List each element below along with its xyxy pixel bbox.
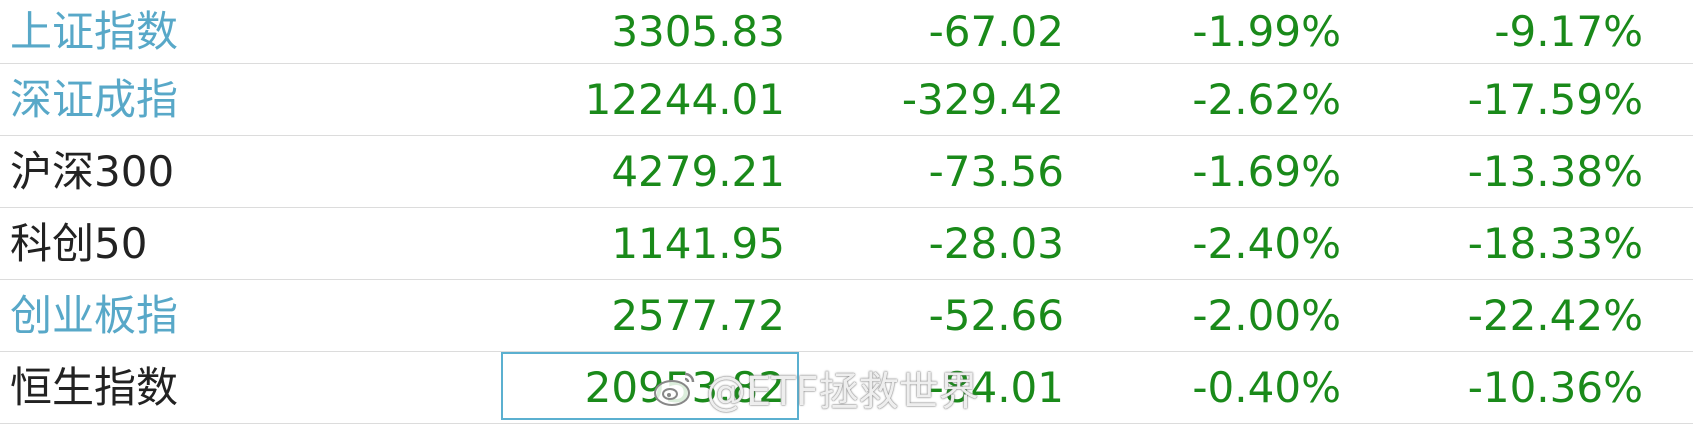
table-row[interactable]: 深证成指 12244.01 -329.42 -2.62% -17.59% xyxy=(0,64,1693,136)
table-row[interactable]: 恒生指数 20953.82 -84.01 -0.40% -10.36% xyxy=(0,352,1693,424)
index-change: -52.66 xyxy=(928,290,1064,340)
index-ytd-change: -18.33% xyxy=(1467,218,1643,268)
index-name: 恒生指数 xyxy=(10,362,179,412)
index-name-link[interactable]: 创业板指 xyxy=(10,290,179,340)
index-ytd-change: -9.17% xyxy=(1494,6,1643,56)
index-change-percent: -2.62% xyxy=(1192,74,1341,124)
index-ytd-change: -22.42% xyxy=(1467,290,1643,340)
index-ytd-change: -13.38% xyxy=(1467,146,1643,196)
index-price: 4279.21 xyxy=(611,146,785,196)
index-change: -84.01 xyxy=(928,362,1064,412)
index-change: -28.03 xyxy=(928,218,1064,268)
index-name-link[interactable]: 深证成指 xyxy=(10,74,179,124)
table-row[interactable]: 上证指数 3305.83 -67.02 -1.99% -9.17% xyxy=(0,0,1693,64)
table-row[interactable]: 科创50 1141.95 -28.03 -2.40% -18.33% xyxy=(0,208,1693,280)
index-ytd-change: -10.36% xyxy=(1467,362,1643,412)
index-price: 3305.83 xyxy=(611,6,785,56)
index-change-percent: -2.40% xyxy=(1192,218,1341,268)
index-change: -67.02 xyxy=(928,6,1064,56)
index-change-percent: -1.99% xyxy=(1192,6,1341,56)
table-row[interactable]: 创业板指 2577.72 -52.66 -2.00% -22.42% xyxy=(0,280,1693,352)
index-change: -73.56 xyxy=(928,146,1064,196)
index-name: 沪深300 xyxy=(10,146,175,196)
table-row[interactable]: 沪深300 4279.21 -73.56 -1.69% -13.38% xyxy=(0,136,1693,208)
index-price: 2577.72 xyxy=(611,290,785,340)
index-price: 12244.01 xyxy=(584,74,785,124)
index-name: 科创50 xyxy=(10,218,148,268)
index-ytd-change: -17.59% xyxy=(1467,74,1643,124)
index-price: 20953.82 xyxy=(584,362,785,412)
index-change-percent: -2.00% xyxy=(1192,290,1341,340)
index-name-link[interactable]: 上证指数 xyxy=(10,6,179,56)
index-change-percent: -0.40% xyxy=(1192,362,1341,412)
index-change-percent: -1.69% xyxy=(1192,146,1341,196)
index-change: -329.42 xyxy=(901,74,1064,124)
index-price: 1141.95 xyxy=(611,218,785,268)
